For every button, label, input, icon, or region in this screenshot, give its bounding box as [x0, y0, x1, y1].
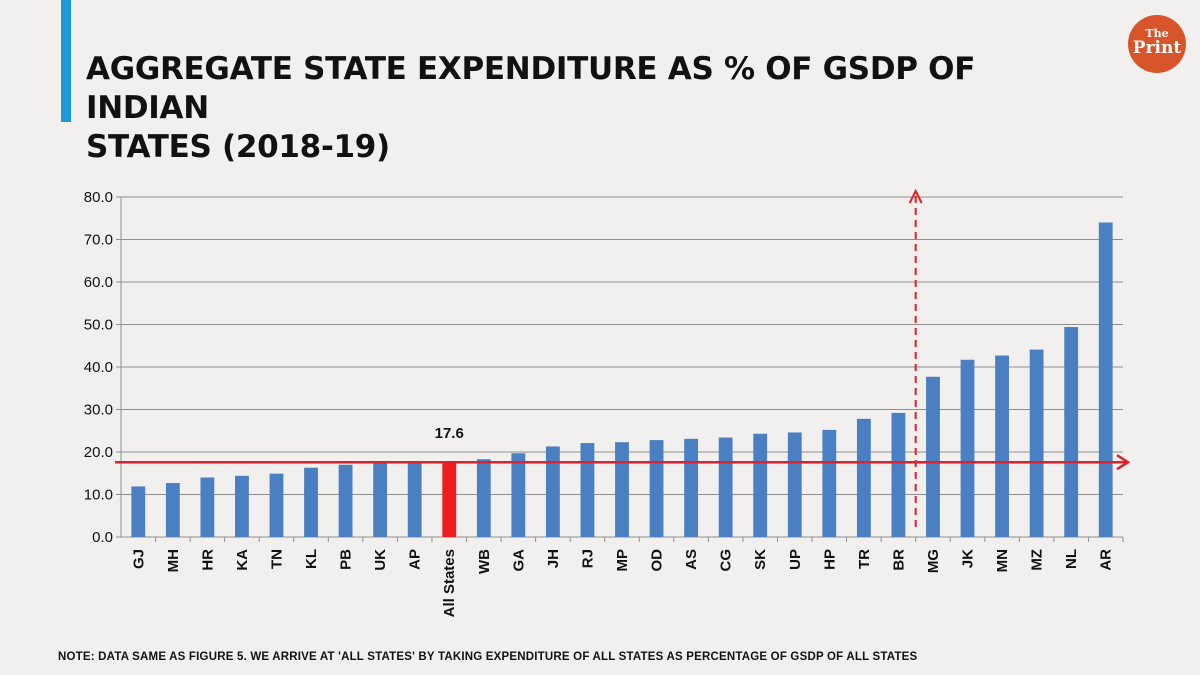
bar-mg — [926, 376, 940, 537]
bar-ka — [235, 475, 249, 537]
x-tick-label: MN — [994, 549, 1011, 572]
x-tick-label: JH — [545, 549, 562, 568]
bar-ap — [407, 463, 422, 537]
x-tick-label: MG — [925, 549, 942, 573]
bar-up — [787, 432, 802, 537]
x-tick-label: HR — [199, 549, 216, 571]
x-tick-label: AR — [1098, 549, 1115, 571]
reference-arrowhead — [1116, 454, 1131, 471]
x-axis-ticks: GJ MH HR KA TN KL PB UK AP All States WB GA JH RJ MP OD… — [130, 549, 1114, 618]
bar-mn — [995, 355, 1009, 537]
x-tick-label: AP — [407, 549, 424, 570]
x-tick-label: PB — [338, 549, 355, 570]
x-tick-label: NL — [1063, 549, 1080, 569]
title-line-1: AGGREGATE STATE EXPENDITURE AS % OF GSDP… — [86, 51, 976, 126]
bar-ar — [1098, 222, 1113, 537]
bar-hr — [200, 477, 215, 537]
divider-arrowhead — [908, 188, 923, 204]
title-accent-bar — [61, 0, 71, 122]
bar-mh — [165, 483, 180, 537]
x-tick-label: WB — [476, 549, 493, 574]
bar-jh — [545, 446, 560, 537]
x-tick-label: JK — [960, 549, 977, 568]
x-tick-label: KA — [234, 549, 251, 571]
bar-rj — [580, 443, 595, 537]
x-tick-label: UK — [372, 549, 389, 571]
bar-as — [684, 438, 699, 537]
bar-pb — [338, 464, 353, 537]
annotations: 17.6 — [115, 188, 1131, 527]
y-tick-label: 20.0 — [84, 444, 113, 461]
x-tick-label: RJ — [579, 549, 596, 568]
bar-gj — [131, 486, 146, 537]
bar-uk — [373, 463, 388, 537]
footnote: NOTE: DATA SAME AS FIGURE 5. WE ARRIVE A… — [58, 651, 918, 663]
x-tick-label: UP — [787, 549, 804, 570]
bars — [131, 222, 1113, 537]
y-tick-label: 60.0 — [84, 274, 113, 291]
bar-mp — [615, 442, 629, 537]
x-tick-label: GJ — [130, 549, 147, 569]
bar-kl — [304, 467, 318, 537]
x-tick-label: All States — [441, 549, 458, 617]
bar-all-states — [442, 462, 457, 537]
logo-line-1: The — [1145, 27, 1169, 40]
bar-wb — [476, 459, 491, 537]
bar-jk — [960, 359, 975, 537]
y-tick-label: 50.0 — [84, 317, 113, 334]
bar-hp — [822, 429, 837, 537]
x-tick-label: MH — [165, 549, 182, 572]
bar-tr — [856, 418, 871, 537]
x-tick-label: MZ — [1029, 549, 1046, 571]
bar-sk — [753, 433, 768, 537]
data-label: 17.6 — [435, 425, 464, 442]
bar-od — [649, 440, 664, 537]
x-tick-label: KL — [303, 549, 320, 569]
y-axis-ticks: 0.0 10.0 20.0 30.0 40.0 50.0 60.0 70.0 80.0 — [84, 189, 113, 546]
theprint-logo: The Print — [1128, 15, 1186, 73]
x-tick-label: BR — [890, 549, 907, 571]
bar-mz — [1029, 349, 1044, 537]
y-tick-label: 0.0 — [92, 529, 113, 546]
x-tick-label: OD — [649, 549, 666, 572]
x-tick-label: HP — [821, 549, 838, 570]
x-tick-label: TN — [268, 549, 285, 569]
bar-br — [891, 412, 906, 537]
x-tick-label: GA — [510, 549, 527, 572]
bar-cg — [718, 437, 733, 537]
y-tick-label: 10.0 — [84, 487, 113, 504]
logo-line-2: Print — [1132, 38, 1182, 58]
chart-title: AGGREGATE STATE EXPENDITURE AS % OF GSDP… — [86, 50, 1086, 167]
y-tick-label: 30.0 — [84, 402, 113, 419]
x-tick-label: CG — [718, 549, 735, 572]
x-tick-label: SK — [752, 549, 769, 570]
x-tick-label: MP — [614, 549, 631, 572]
bar-ga — [511, 453, 526, 537]
y-tick-label: 70.0 — [84, 232, 113, 249]
y-tick-label: 40.0 — [84, 359, 113, 376]
x-tick-label: AS — [683, 549, 700, 570]
y-tick-label: 80.0 — [84, 189, 113, 206]
title-line-2: STATES (2018-19) — [86, 129, 390, 165]
bar-tn — [269, 473, 284, 537]
bar-nl — [1064, 327, 1079, 537]
x-tick-label: TR — [856, 549, 873, 569]
